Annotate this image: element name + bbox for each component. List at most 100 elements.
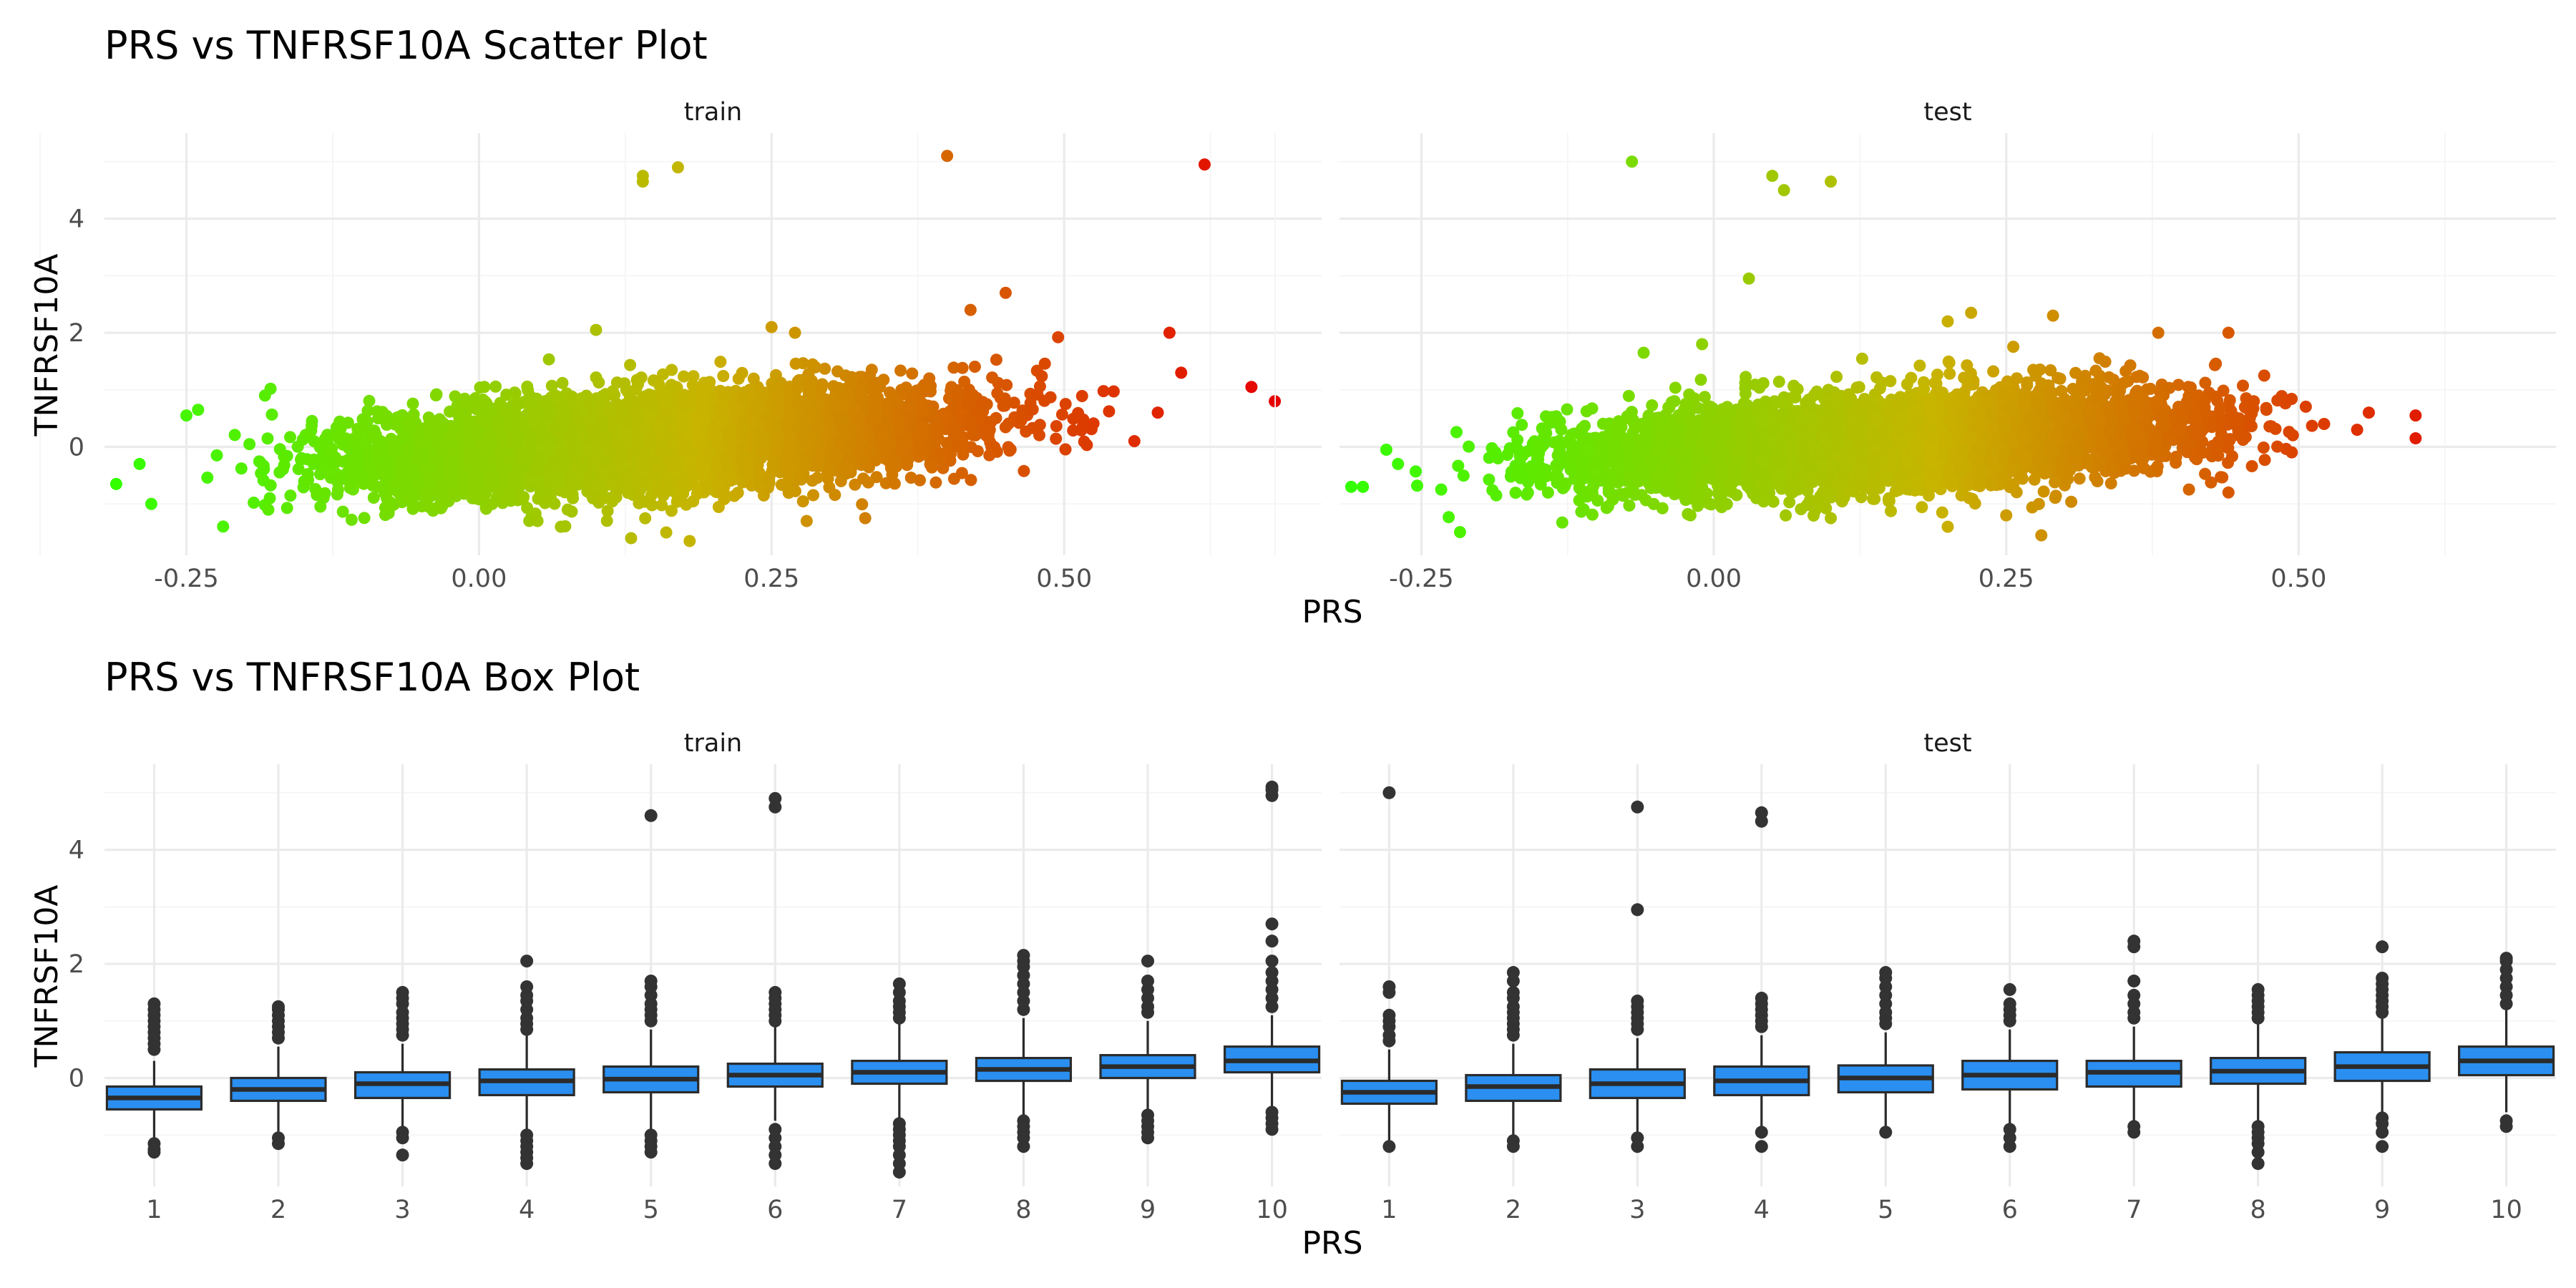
box-title: PRS vs TNFRSF10A Box Plot bbox=[104, 655, 640, 700]
scatter-point bbox=[433, 413, 446, 426]
scatter-point bbox=[508, 436, 521, 449]
scatter-point bbox=[292, 463, 305, 475]
scatter-point bbox=[956, 361, 969, 374]
scatter-point bbox=[273, 466, 286, 479]
scatter-point bbox=[201, 472, 214, 484]
scatter-point bbox=[894, 364, 907, 377]
scatter-point bbox=[999, 421, 1012, 434]
scatter-point bbox=[914, 445, 927, 458]
scatter-point bbox=[1000, 379, 1013, 391]
scatter-point bbox=[343, 482, 356, 494]
scatter-point bbox=[530, 406, 543, 419]
scatter-point bbox=[305, 424, 318, 437]
scatter-point bbox=[947, 421, 960, 434]
scatter-point bbox=[843, 451, 856, 464]
scatter-point bbox=[575, 392, 587, 405]
scatter-point bbox=[380, 414, 393, 426]
scatter-point bbox=[796, 495, 809, 508]
scatter-point bbox=[401, 444, 414, 457]
scatter-point bbox=[906, 367, 919, 380]
scatter-point bbox=[879, 477, 892, 489]
scatter-point bbox=[884, 462, 897, 474]
scatter-point bbox=[1003, 444, 1016, 457]
scatter-point bbox=[849, 478, 862, 491]
scatter-point bbox=[284, 431, 296, 444]
scatter-point bbox=[927, 411, 940, 424]
scatter-point bbox=[469, 392, 482, 404]
scatter-panel-train: train -0.25 0.00 0.25 0.50 bbox=[39, 98, 1322, 593]
scatter-point bbox=[1067, 424, 1080, 437]
scatter-point bbox=[228, 429, 241, 441]
scatter-point bbox=[336, 505, 349, 518]
scatter-point bbox=[736, 366, 748, 379]
scatter-point bbox=[686, 466, 698, 479]
scatter-point bbox=[998, 399, 1011, 412]
scatter-point bbox=[1059, 443, 1072, 456]
scatter-point bbox=[1018, 464, 1030, 477]
scatter-point bbox=[680, 498, 693, 511]
scatter-point bbox=[512, 398, 525, 411]
scatter-point bbox=[442, 457, 455, 470]
scatter-point bbox=[217, 520, 230, 533]
scatter-point bbox=[834, 474, 847, 487]
scatter-point bbox=[930, 476, 942, 489]
scatter-point bbox=[397, 470, 410, 483]
scatter-point bbox=[639, 512, 652, 525]
scatter-point bbox=[980, 429, 992, 441]
scatter-point bbox=[971, 445, 984, 457]
scatter-point bbox=[261, 432, 274, 445]
scatter-point bbox=[919, 385, 932, 398]
scatter-point bbox=[930, 429, 943, 441]
scatter-point bbox=[341, 416, 354, 429]
scatter-point bbox=[990, 353, 1002, 366]
scatter-point bbox=[361, 422, 374, 435]
scatter-point bbox=[895, 435, 908, 447]
scatter-point bbox=[500, 389, 513, 401]
scatter-point bbox=[714, 356, 727, 369]
x-tick-label: 0.00 bbox=[451, 565, 507, 593]
scatter-point bbox=[845, 371, 858, 384]
scatter-point bbox=[904, 472, 917, 484]
scatter-point bbox=[318, 487, 331, 499]
scatter-point bbox=[829, 489, 841, 502]
scatter-point bbox=[678, 370, 690, 383]
scatter-point bbox=[718, 493, 731, 505]
scatter-point bbox=[1107, 385, 1120, 398]
scatter-point bbox=[273, 443, 286, 456]
scatter-point bbox=[426, 504, 439, 517]
facet-strip-label: train bbox=[684, 98, 742, 127]
scatter-point bbox=[1055, 408, 1068, 421]
scatter-point bbox=[371, 405, 384, 418]
scatter-point bbox=[1050, 432, 1063, 445]
scatter-point bbox=[904, 409, 917, 422]
x-tick-label: -0.25 bbox=[154, 565, 219, 593]
scatter-point bbox=[819, 362, 831, 375]
scatter-point bbox=[363, 394, 376, 407]
scatter-point bbox=[429, 389, 442, 401]
x-tick-label: 0.50 bbox=[1036, 565, 1092, 593]
scatter-point bbox=[753, 467, 766, 479]
scatter-point bbox=[632, 378, 644, 391]
scatter-point bbox=[449, 390, 462, 403]
scatter-point bbox=[968, 361, 981, 373]
scatter-point bbox=[401, 490, 414, 503]
scatter-point bbox=[618, 377, 631, 390]
scatter-point bbox=[872, 376, 884, 389]
scatter-point bbox=[913, 429, 925, 441]
scatter-point bbox=[1038, 394, 1051, 407]
scatter-point bbox=[497, 497, 509, 509]
x-tick-label: 0.25 bbox=[743, 565, 799, 593]
scatter-point bbox=[655, 499, 668, 512]
scatter-point bbox=[962, 384, 975, 396]
scatter-point bbox=[210, 449, 223, 462]
scatter-point bbox=[301, 468, 314, 480]
scatter-point bbox=[384, 496, 396, 509]
scatter-point bbox=[902, 453, 914, 466]
scatter-point bbox=[816, 378, 829, 391]
scatter-point bbox=[607, 385, 619, 398]
scatter-point bbox=[387, 482, 399, 495]
scatter-point bbox=[731, 487, 744, 499]
scatter-point bbox=[314, 500, 327, 513]
scatter-point bbox=[1080, 439, 1093, 452]
